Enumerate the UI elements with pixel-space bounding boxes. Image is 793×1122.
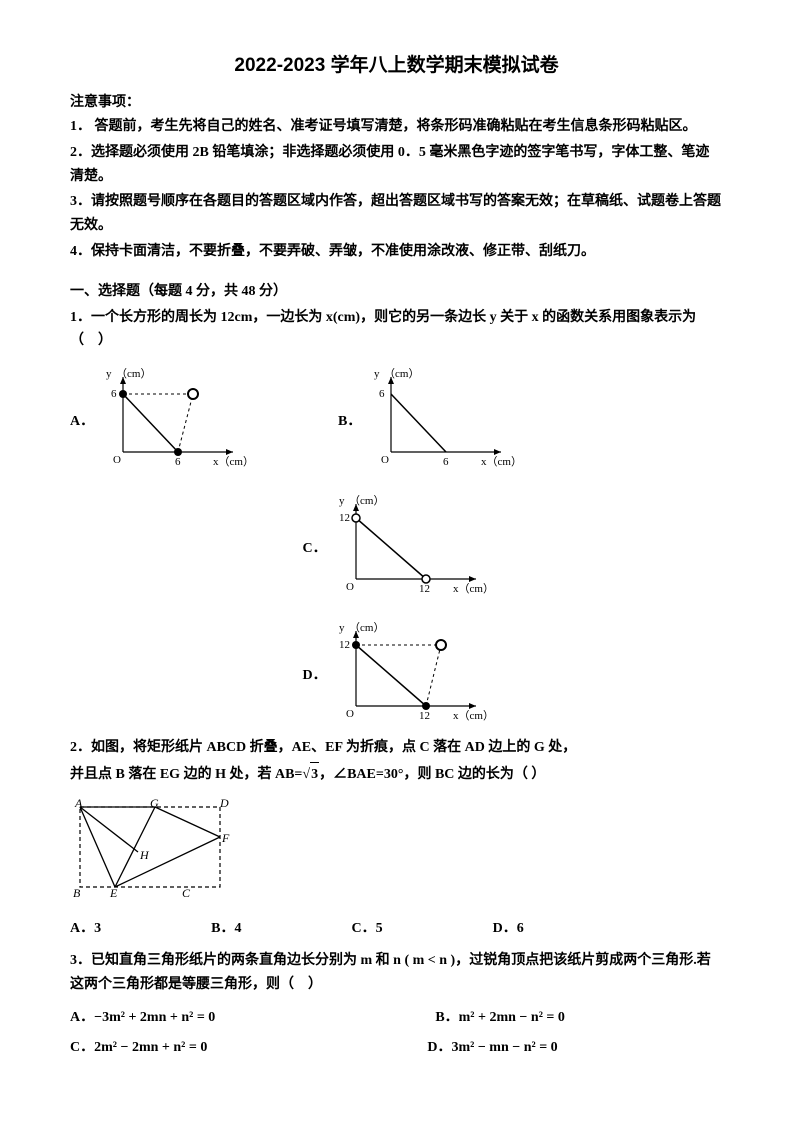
svg-text:y: y [339, 622, 345, 634]
q2-sqrt-val: 3 [310, 762, 319, 787]
svg-text:F: F [221, 831, 230, 845]
svg-text:12: 12 [419, 583, 430, 594]
svg-text:O: O [113, 454, 121, 466]
page: 2022-2023 学年八上数学期末模拟试卷 注意事项： 1． 答题前，考生先将… [0, 0, 793, 1122]
sqrt-icon [302, 763, 310, 787]
svg-text:6: 6 [443, 456, 449, 467]
opt-label: D． [303, 664, 331, 684]
svg-text:12: 12 [419, 710, 430, 721]
q2-opt-c: C．5 [351, 917, 382, 937]
svg-text:y: y [374, 368, 380, 380]
svg-text:H: H [139, 848, 150, 862]
q2-opt-a: A．3 [70, 917, 101, 937]
q3-opt-b: B．m² + 2mn − n² = 0 [435, 1006, 565, 1026]
opt-label: B． [338, 410, 366, 430]
notice-line: 2．选择题必须使用 2B 铅笔填涂；非选择题必须使用 0．5 毫米黑色字迹的签字… [70, 141, 723, 189]
chart-a: y （cm） x（cm） 6 6 O [98, 367, 248, 472]
svg-text:12: 12 [339, 639, 350, 651]
chart-b: y （cm） x（cm） 6 6 O [366, 367, 516, 472]
svg-text:（cm）: （cm） [349, 621, 384, 634]
svg-text:O: O [346, 708, 354, 720]
svg-text:O: O [381, 454, 389, 466]
svg-text:x（cm）: x（cm） [453, 709, 491, 721]
q2-text-a: 2．如图，将矩形纸片 ABCD 折叠，AE、EF 为折痕，点 C 落在 AD 边… [70, 736, 723, 760]
svg-text:（cm）: （cm） [384, 367, 419, 380]
q2-text-c: ，∠BAE=30°，则 BC 边的长为（ ） [319, 767, 545, 782]
section-1-head: 一、选择题（每题 4 分，共 48 分） [70, 280, 723, 304]
svg-text:y: y [106, 368, 112, 380]
q3-options-row2: C．2m² − 2mn + n² = 0 D．3m² − mn − n² = 0 [70, 1036, 723, 1056]
q1-row-c: C． y （cm） x（cm） 12 12 O [70, 486, 723, 607]
svg-text:6: 6 [379, 388, 385, 400]
svg-text:O: O [346, 581, 354, 593]
q1-opt-a: A． y （cm） x（cm） 6 6 O [70, 367, 248, 472]
notice-head: 注意事项： [70, 91, 723, 111]
q2-text-b: 并且点 B 落在 EG 边的 H 处，若 AB= 3，∠BAE=30°，则 BC … [70, 762, 723, 787]
chart-c: y （cm） x（cm） 12 12 O [331, 494, 491, 599]
q2-options: A．3 B．4 C．5 D．6 [70, 917, 723, 937]
notice-line: 3．请按照题号顺序在各题目的答题区域内作答，超出答题区域书写的答案无效；在草稿纸… [70, 190, 723, 238]
q1-opt-d: D． y （cm） x（cm） 12 12 O [303, 621, 491, 726]
q3-opt-c: C．2m² − 2mn + n² = 0 [70, 1036, 207, 1056]
q1-text: 1．一个长方形的周长为 12cm，一边长为 x(cm)，则它的另一条边长 y 关… [70, 306, 723, 354]
svg-text:12: 12 [339, 512, 350, 524]
svg-text:6: 6 [111, 388, 117, 400]
opt-label: C． [303, 537, 331, 557]
svg-text:D: D [219, 797, 229, 810]
q3-options-row1: A．−3m² + 2mn + n² = 0 B．m² + 2mn − n² = … [70, 1006, 723, 1026]
q3-opt-a: A．−3m² + 2mn + n² = 0 [70, 1006, 215, 1026]
page-title: 2022-2023 学年八上数学期末模拟试卷 [70, 50, 723, 77]
q1-opt-c: C． y （cm） x（cm） 12 12 O [303, 494, 491, 599]
q2-figure: A D B C G E F H [70, 797, 723, 907]
svg-text:6: 6 [175, 456, 181, 467]
q2-opt-b: B．4 [211, 917, 241, 937]
q2-text-b-lead: 并且点 B 落在 EG 边的 H 处，若 AB= [70, 767, 302, 782]
q1-row-d: D． y （cm） x（cm） 12 12 O [70, 613, 723, 734]
svg-text:（cm）: （cm） [116, 367, 151, 380]
q3-opt-d: D．3m² − mn − n² = 0 [427, 1036, 557, 1056]
chart-d: y （cm） x（cm） 12 12 O [331, 621, 491, 726]
svg-text:x（cm）: x（cm） [213, 455, 248, 467]
q2-opt-d: D．6 [493, 917, 524, 937]
opt-label: A． [70, 410, 98, 430]
notice-line: 4．保持卡面清洁，不要折叠，不要弄破、弄皱，不准使用涂改液、修正带、刮纸刀。 [70, 240, 723, 264]
svg-text:y: y [339, 495, 345, 507]
svg-text:x（cm）: x（cm） [453, 582, 491, 594]
svg-text:B: B [73, 886, 81, 900]
svg-text:C: C [182, 886, 191, 900]
svg-text:x（cm）: x（cm） [481, 455, 516, 467]
notice-line: 1． 答题前，考生先将自己的姓名、准考证号填写清楚，将条形码准确粘贴在考生信息条… [70, 115, 723, 139]
q1-opt-b: B． y （cm） x（cm） 6 6 O [338, 367, 516, 472]
svg-text:E: E [109, 886, 118, 900]
q3-text: 3．已知直角三角形纸片的两条直角边长分别为 m 和 n ( m < n )，过锐… [70, 949, 723, 997]
svg-text:（cm）: （cm） [349, 494, 384, 507]
q1-row-ab: A． y （cm） x（cm） 6 6 O [70, 359, 723, 480]
